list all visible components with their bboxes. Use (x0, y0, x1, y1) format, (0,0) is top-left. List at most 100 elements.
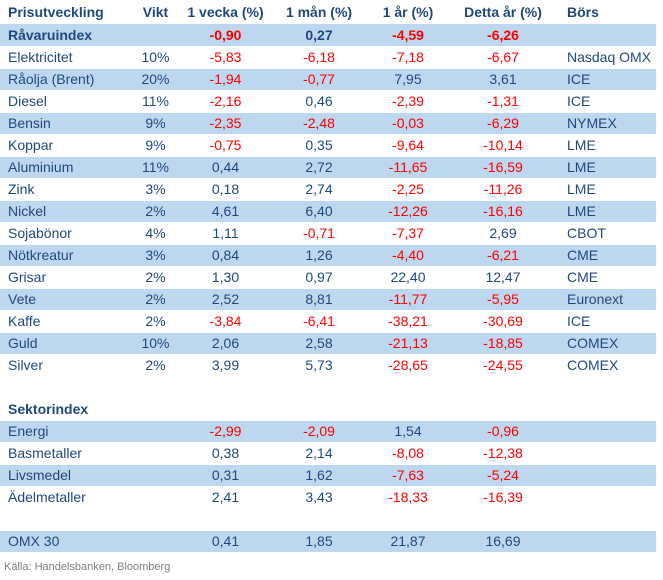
cell-v1y: -7,37 (365, 222, 451, 245)
cell-ytd: 12,47 (451, 266, 555, 289)
cell-bors: COMEX (555, 332, 656, 355)
cell-ytd: -0,96 (451, 420, 555, 443)
cell-ytd (451, 398, 555, 421)
cell-v1m: 0,35 (273, 134, 365, 157)
cell-v1m: 2,72 (273, 156, 365, 179)
spacer-cell (365, 508, 451, 531)
cell-vikt: 2% (133, 310, 178, 333)
table-row: Ädelmetaller 2,41 3,43 -18,33 -16,39 (0, 486, 656, 509)
cell-v1w: 0,38 (178, 442, 273, 465)
cell-v1m: -0,77 (273, 68, 365, 91)
cell-bors (555, 530, 656, 553)
cell-label: Livsmedel (0, 464, 133, 487)
cell-v1w: -1,94 (178, 68, 273, 91)
cell-bors (555, 24, 656, 47)
cell-ytd: -10,14 (451, 134, 555, 157)
cell-v1y: -28,65 (365, 354, 451, 377)
price-table: Prisutveckling Vikt 1 vecka (%) 1 mån (%… (0, 0, 656, 553)
cell-ytd: -6,26 (451, 24, 555, 47)
cell-vikt: 11% (133, 156, 178, 179)
table-row: Koppar 9% -0,75 0,35 -9,64 -10,14 LME (0, 134, 656, 157)
spacer-row (0, 508, 656, 531)
cell-v1w: -0,90 (178, 24, 273, 47)
col-header-bors: Börs (567, 4, 599, 20)
cell-v1y: -9,64 (365, 134, 451, 157)
cell-bors: ICE (555, 68, 656, 91)
table-header: Prisutveckling Vikt 1 vecka (%) 1 mån (%… (0, 0, 656, 24)
cell-vikt (133, 398, 178, 421)
cell-vikt: 9% (133, 134, 178, 157)
cell-v1w: -0,75 (178, 134, 273, 157)
cell-ytd: -24,55 (451, 354, 555, 377)
cell-v1y: -18,33 (365, 486, 451, 509)
table-row: Sojabönor 4% 1,11 -0,71 -7,37 2,69 CBOT (0, 222, 656, 245)
cell-vikt (133, 420, 178, 443)
cell-vikt: 10% (133, 332, 178, 355)
cell-v1m: -6,41 (273, 310, 365, 333)
cell-bors: LME (555, 134, 656, 157)
cell-v1y: -4,40 (365, 244, 451, 267)
cell-v1w: -2,99 (178, 420, 273, 443)
cell-v1m: 3,43 (273, 486, 365, 509)
cell-v1m: 1,62 (273, 464, 365, 487)
table-row: Grisar 2% 1,30 0,97 22,40 12,47 CME (0, 266, 656, 289)
cell-v1w: 0,18 (178, 178, 273, 201)
cell-v1y: -38,21 (365, 310, 451, 333)
table-row: Råvaruindex -0,90 0,27 -4,59 -6,26 (0, 24, 656, 47)
spacer-cell (133, 376, 178, 399)
cell-v1m: 0,46 (273, 90, 365, 113)
cell-ytd: -5,24 (451, 464, 555, 487)
cell-v1y: 22,40 (365, 266, 451, 289)
cell-label: Grisar (0, 266, 133, 289)
spacer-cell (365, 376, 451, 399)
cell-v1w: 2,52 (178, 288, 273, 311)
cell-vikt: 9% (133, 112, 178, 135)
cell-v1w: -2,16 (178, 90, 273, 113)
cell-ytd: 16,69 (451, 530, 555, 553)
table-row: Vete 2% 2,52 8,81 -11,77 -5,95 Euronext (0, 288, 656, 311)
spacer-cell (451, 508, 555, 531)
spacer-cell (273, 376, 365, 399)
cell-ytd: -11,26 (451, 178, 555, 201)
cell-label: Aluminium (0, 156, 133, 179)
table-row: Livsmedel 0,31 1,62 -7,63 -5,24 (0, 464, 656, 487)
cell-bors: CME (555, 266, 656, 289)
cell-v1y: -4,59 (365, 24, 451, 47)
cell-ytd: -30,69 (451, 310, 555, 333)
table-row: Energi -2,99 -2,09 1,54 -0,96 (0, 420, 656, 443)
cell-v1m: 5,73 (273, 354, 365, 377)
cell-ytd: -6,21 (451, 244, 555, 267)
cell-v1y: 7,95 (365, 68, 451, 91)
table-row: Zink 3% 0,18 2,74 -2,25 -11,26 LME (0, 178, 656, 201)
cell-bors (555, 398, 656, 421)
cell-bors: LME (555, 200, 656, 223)
cell-vikt (133, 24, 178, 47)
table-row: Basmetaller 0,38 2,14 -8,08 -12,38 (0, 442, 656, 465)
cell-v1y (365, 398, 451, 421)
cell-ytd: 2,69 (451, 222, 555, 245)
cell-v1w: 1,30 (178, 266, 273, 289)
cell-v1w: 0,44 (178, 156, 273, 179)
cell-label: Kaffe (0, 310, 133, 333)
table-row: Råolja (Brent) 20% -1,94 -0,77 7,95 3,61 ICE (0, 68, 656, 91)
cell-label: Koppar (0, 134, 133, 157)
table-row: OMX 30 0,41 1,85 21,87 16,69 (0, 530, 656, 553)
cell-label: Basmetaller (0, 442, 133, 465)
cell-v1w: -5,83 (178, 46, 273, 69)
table-row: Nötkreatur 3% 0,84 1,26 -4,40 -6,21 CME (0, 244, 656, 267)
cell-v1y: 1,54 (365, 420, 451, 443)
spacer-cell (178, 508, 273, 531)
col-header-1-man: 1 mån (%) (285, 4, 353, 20)
cell-label: Vete (0, 288, 133, 311)
cell-v1y: -7,63 (365, 464, 451, 487)
cell-v1m: -2,09 (273, 420, 365, 443)
cell-vikt: 2% (133, 200, 178, 223)
cell-bors: CBOT (555, 222, 656, 245)
spacer-cell (555, 376, 656, 399)
spacer-cell (178, 376, 273, 399)
col-header-prisutveckling: Prisutveckling (8, 4, 104, 20)
cell-bors (555, 486, 656, 509)
cell-label: Guld (0, 332, 133, 355)
cell-v1w: -2,35 (178, 112, 273, 135)
